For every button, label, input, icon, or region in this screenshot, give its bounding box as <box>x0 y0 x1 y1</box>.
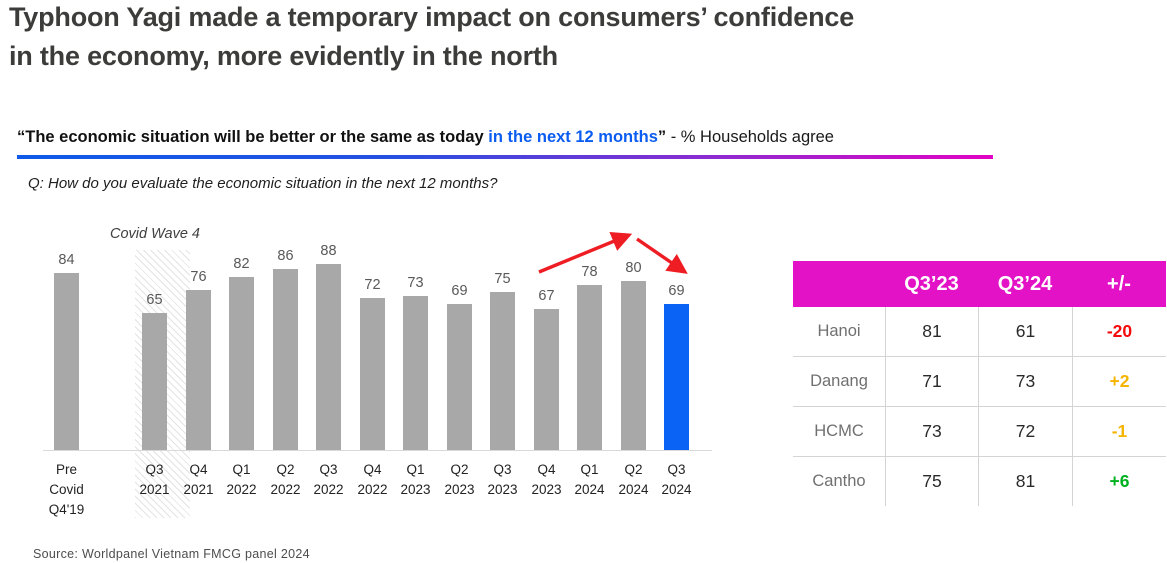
trend-arrows <box>538 232 688 274</box>
q3-23-cell: 73 <box>885 407 978 456</box>
bar-value-label: 84 <box>58 252 75 268</box>
x-tick-label: Q3 2022 <box>313 462 344 497</box>
change-cell: +6 <box>1072 457 1166 506</box>
page-title-line-2: in the economy, more evidently in the no… <box>9 41 558 71</box>
bar <box>534 309 559 450</box>
bar-value-label: 69 <box>451 283 468 299</box>
bar <box>54 273 79 450</box>
bar <box>316 264 341 450</box>
bar-highlighted <box>664 304 689 450</box>
table-row: HCMC 73 72 -1 <box>793 407 1166 457</box>
bar <box>490 292 515 450</box>
covid-wave-annotation: Covid Wave 4 <box>110 226 200 242</box>
x-tick-label: Q1 2024 <box>574 462 605 497</box>
subtitle-highlight: in the next 12 months <box>488 128 658 146</box>
x-tick-label: Q4 2023 <box>531 462 562 497</box>
bar <box>273 269 298 450</box>
bar-chart: Covid Wave 4 84 Pre Covid Q4'19 65 Q3 2021 7… <box>0 220 745 540</box>
change-cell: +2 <box>1072 357 1166 406</box>
q3-23-cell: 81 <box>885 307 978 356</box>
bar-value-label: 75 <box>494 271 511 287</box>
header-cell-q323: Q3’23 <box>904 272 959 295</box>
city-cell: Cantho <box>812 472 866 490</box>
trend-down-arrow <box>636 237 688 274</box>
bar-value-label: 69 <box>668 283 685 299</box>
x-tick-label: Q3 2021 <box>139 462 170 497</box>
q3-24-cell: 73 <box>978 357 1072 406</box>
city-cell: Danang <box>810 372 868 390</box>
x-tick-label: Q1 2023 <box>400 462 431 497</box>
bar-value-label: 73 <box>407 275 424 291</box>
bar-value-label: 86 <box>277 248 294 264</box>
bar <box>403 296 428 450</box>
x-tick-label: Q2 2022 <box>270 462 301 497</box>
x-tick-label: Q3 2023 <box>487 462 518 497</box>
gradient-divider <box>17 155 993 159</box>
x-tick-label: Q2 2023 <box>444 462 475 497</box>
q3-23-cell: 71 <box>885 357 978 406</box>
x-tick-label: Q3 2024 <box>661 462 692 497</box>
page-title-line-1: Typhoon Yagi made a temporary impact on … <box>9 2 855 32</box>
chart-subtitle: “The economic situation will be better o… <box>17 128 1067 147</box>
subtitle-quote: “The economic situation will be better o… <box>17 128 489 146</box>
x-tick-label: Q4 2021 <box>183 462 214 497</box>
trend-up-arrow <box>538 232 633 274</box>
bar <box>447 304 472 450</box>
bar <box>621 281 646 450</box>
q3-24-cell: 72 <box>978 407 1072 456</box>
city-cell: HCMC <box>814 422 864 440</box>
x-axis-line <box>43 450 712 451</box>
x-tick-label: Q2 2024 <box>618 462 649 497</box>
x-tick-label: Pre Covid Q4'19 <box>48 462 85 517</box>
subtitle-suffix: - % Households agree <box>666 128 834 146</box>
q3-23-cell: 75 <box>885 457 978 506</box>
city-comparison-table: Q3’23 Q3’24 +/- Hanoi 81 61 -20 Danang 71 73 +2… <box>793 261 1166 506</box>
table-row: Danang 71 73 +2 <box>793 357 1166 407</box>
bar-value-label: 78 <box>581 264 598 280</box>
table-row: Cantho 75 81 +6 <box>793 457 1166 506</box>
change-cell: -20 <box>1072 307 1166 356</box>
page-title: Typhoon Yagi made a temporary impact on … <box>9 0 1109 76</box>
subtitle-close-quote: ” <box>657 128 667 146</box>
bar-value-label: 88 <box>320 243 337 259</box>
bar-value-label: 65 <box>146 292 163 308</box>
survey-question: Q: How do you evaluate the economic situ… <box>28 175 498 192</box>
table-row: Hanoi 81 61 -20 <box>793 307 1166 357</box>
x-tick-label: Q4 2022 <box>357 462 388 497</box>
header-cell-change: +/- <box>1107 272 1131 295</box>
city-cell: Hanoi <box>817 322 861 340</box>
q3-24-cell: 61 <box>978 307 1072 356</box>
table-body: Hanoi 81 61 -20 Danang 71 73 +2 HCMC 73 72 -1 Cantho… <box>793 307 1166 506</box>
bar <box>229 277 254 450</box>
bar <box>360 298 385 450</box>
header-cell-q324: Q3’24 <box>997 272 1053 295</box>
bar-value-label: 72 <box>364 277 381 293</box>
bar <box>186 290 211 450</box>
bar <box>577 285 602 450</box>
bar-value-label: 82 <box>233 256 250 272</box>
source-note: Source: Worldpanel Vietnam FMCG panel 20… <box>33 547 310 561</box>
bar-value-label: 67 <box>538 288 555 304</box>
change-cell: -1 <box>1072 407 1166 456</box>
q3-24-cell: 81 <box>978 457 1072 506</box>
table-header-row: Q3’23 Q3’24 +/- <box>793 261 1166 307</box>
bar-value-label: 80 <box>625 260 642 276</box>
bar <box>142 313 167 450</box>
bar-value-label: 76 <box>190 269 207 285</box>
x-tick-label: Q1 2022 <box>226 462 257 497</box>
